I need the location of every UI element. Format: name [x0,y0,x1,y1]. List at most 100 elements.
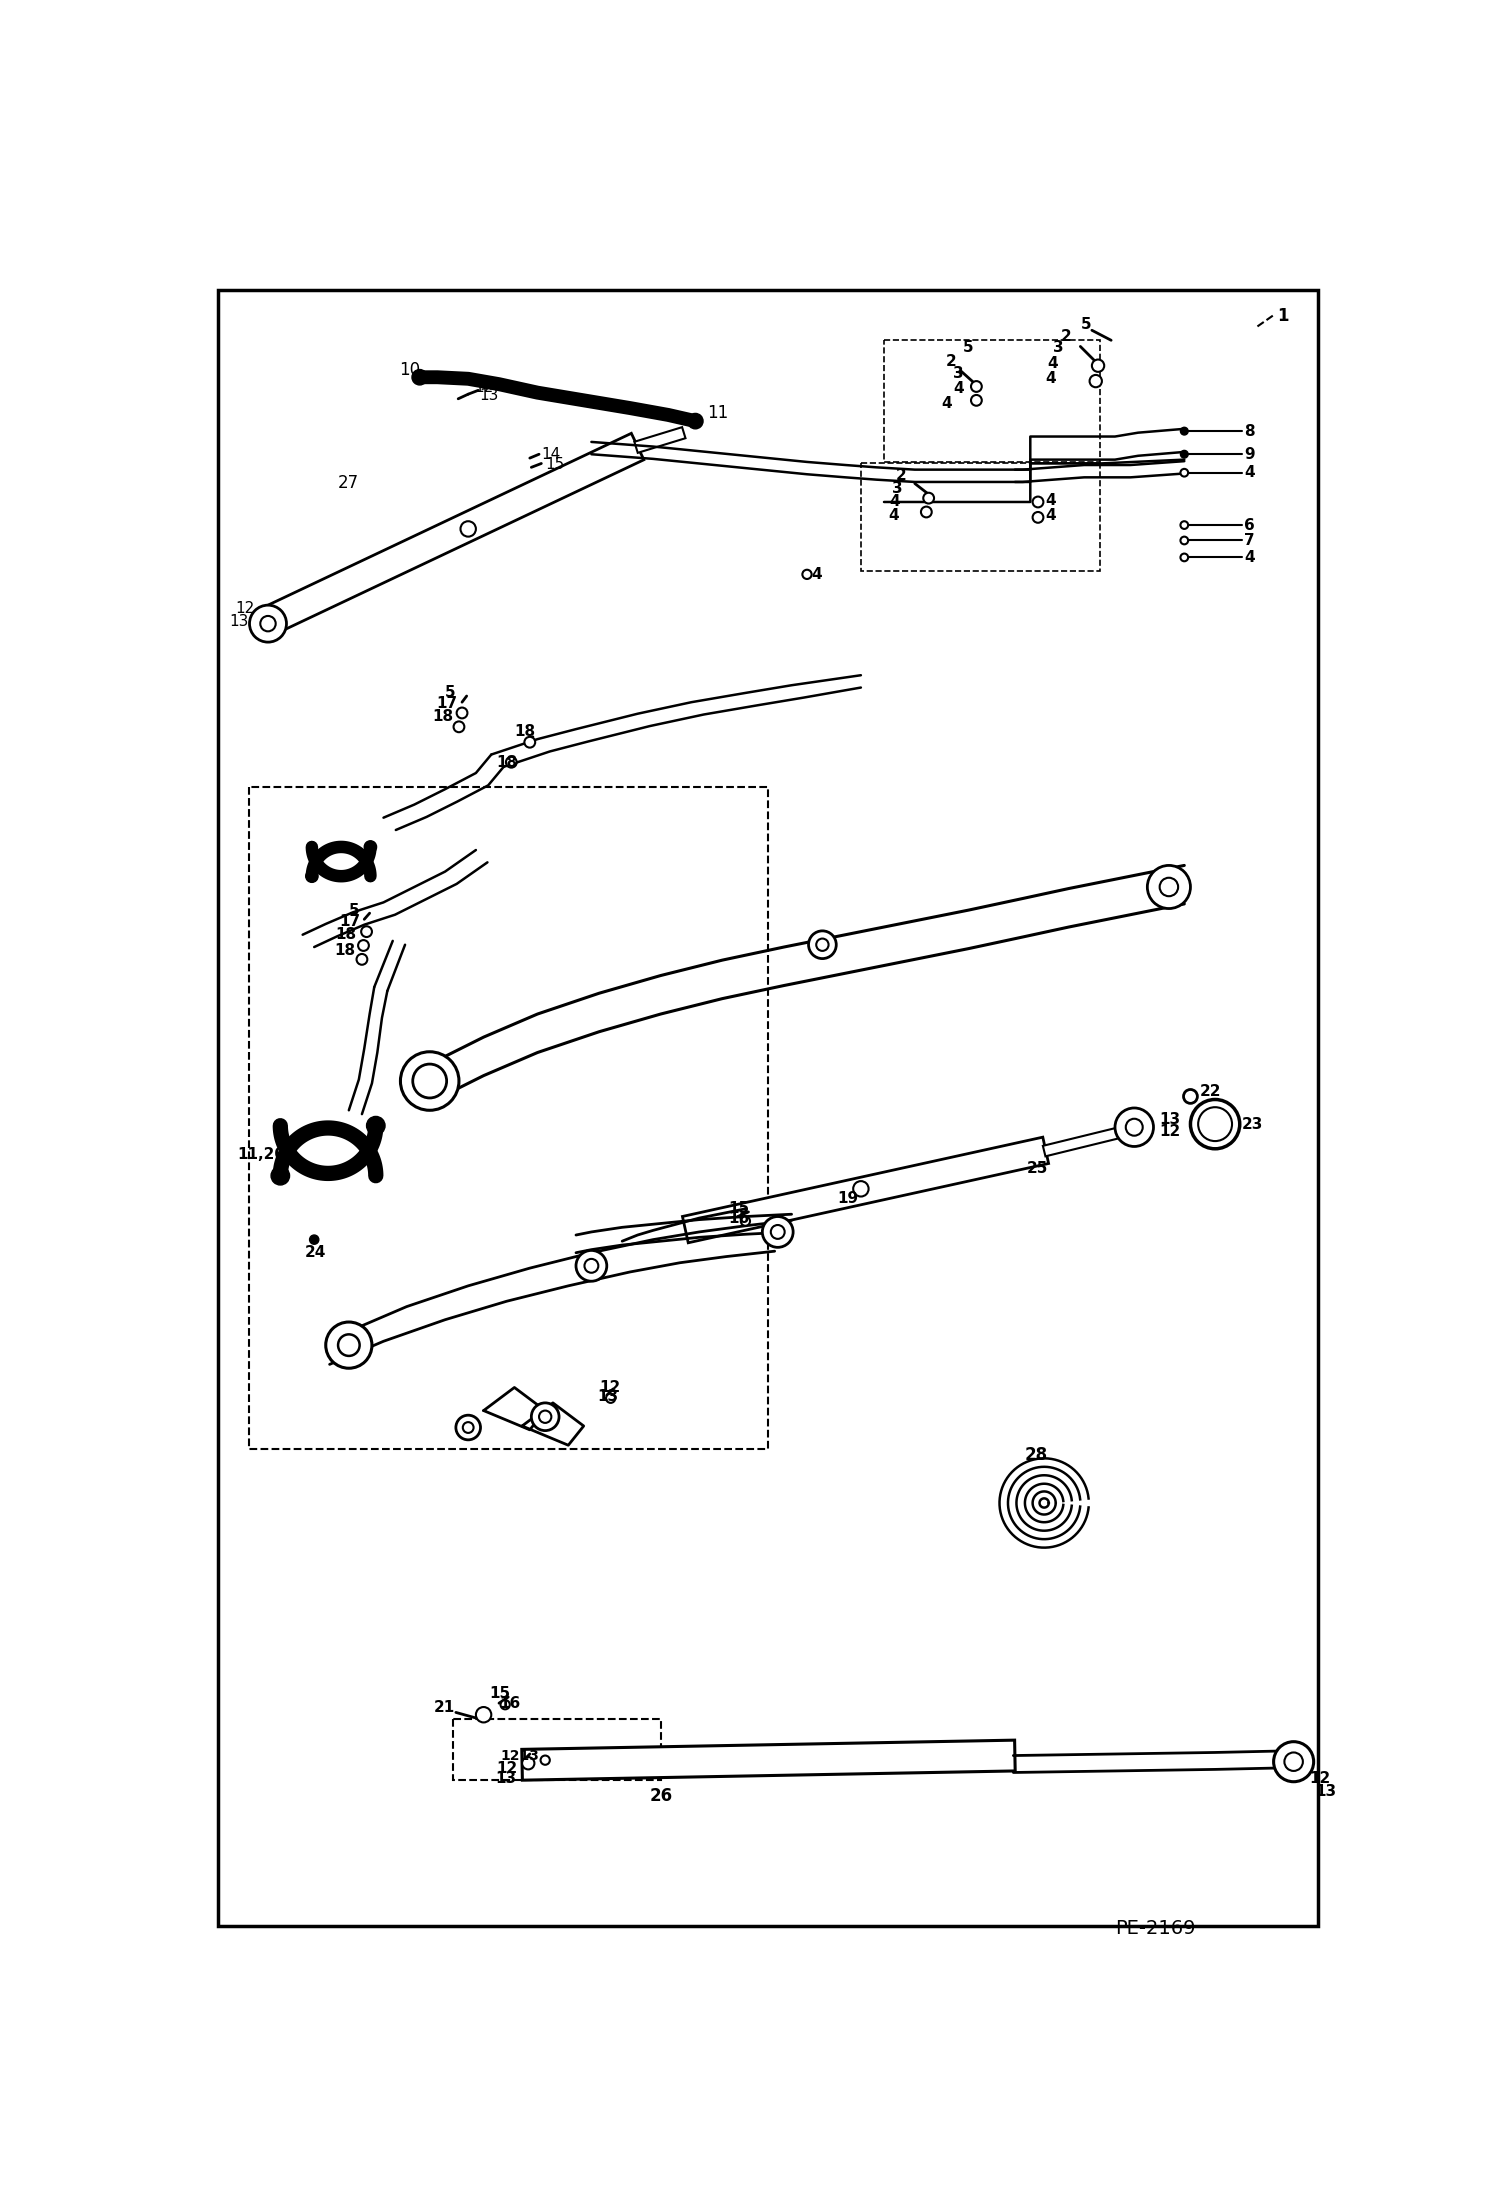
Text: 6: 6 [1245,518,1255,533]
Circle shape [1180,538,1188,544]
Text: 25: 25 [1026,1161,1047,1176]
Circle shape [762,1215,792,1248]
Text: 7: 7 [1245,533,1255,548]
Circle shape [1032,511,1044,522]
Text: 3: 3 [891,480,902,496]
Circle shape [923,494,935,502]
Text: 28: 28 [1025,1446,1047,1463]
Text: 2: 2 [1061,329,1073,344]
Circle shape [310,1235,319,1244]
Text: 18: 18 [336,928,357,941]
Text: 12: 12 [1159,1123,1180,1139]
Text: 4: 4 [953,380,963,395]
Circle shape [688,412,703,428]
Text: 13: 13 [1159,1112,1180,1128]
Text: 13: 13 [479,388,499,404]
Text: 2: 2 [945,353,956,369]
Text: 4: 4 [812,566,822,581]
Text: 4: 4 [942,395,953,410]
Text: 23: 23 [1242,1117,1263,1132]
Circle shape [921,507,932,518]
Circle shape [541,1755,550,1764]
Circle shape [971,382,981,393]
Text: 4: 4 [1047,355,1058,371]
Circle shape [1159,878,1177,895]
Circle shape [971,395,981,406]
Circle shape [455,1415,481,1439]
Text: 12: 12 [599,1380,620,1395]
Circle shape [1092,360,1104,371]
Text: 12: 12 [475,380,494,395]
Text: 4: 4 [1245,551,1255,564]
Text: 24: 24 [306,1246,327,1259]
Text: 5: 5 [349,902,360,917]
Text: 12: 12 [496,1762,517,1777]
Text: 8: 8 [1245,423,1255,439]
Circle shape [500,1700,509,1709]
Text: 15: 15 [545,456,565,472]
Circle shape [1115,1108,1153,1147]
Text: 13: 13 [229,614,249,630]
Circle shape [454,722,464,733]
Circle shape [1032,496,1044,507]
Text: 18: 18 [496,755,517,770]
Text: 3: 3 [953,366,963,382]
Text: 16: 16 [499,1696,520,1711]
FancyBboxPatch shape [217,290,1318,1926]
Text: 1213: 1213 [500,1749,539,1762]
Text: 16: 16 [728,1211,749,1226]
Text: 15: 15 [490,1687,511,1700]
Text: 9: 9 [1245,448,1255,461]
Circle shape [1126,1119,1143,1136]
Circle shape [854,1180,869,1196]
Text: PE-2169: PE-2169 [1115,1918,1195,1937]
Text: 14: 14 [541,448,560,461]
Text: 17: 17 [436,695,457,711]
Text: 22: 22 [1200,1084,1221,1099]
Circle shape [532,1402,559,1430]
Circle shape [816,939,828,950]
Text: 17: 17 [339,915,360,928]
Text: 12: 12 [1309,1771,1330,1786]
Text: 1: 1 [1276,307,1288,325]
Circle shape [539,1411,551,1424]
Text: 21: 21 [433,1700,455,1716]
Circle shape [476,1707,491,1722]
Circle shape [339,1334,360,1356]
Circle shape [413,1064,446,1097]
Circle shape [1180,428,1188,434]
Text: 4: 4 [1046,371,1056,386]
Text: 4: 4 [888,509,899,524]
Circle shape [1180,553,1188,562]
Text: 11: 11 [707,404,728,421]
Circle shape [742,1215,750,1226]
Circle shape [1089,375,1103,388]
Polygon shape [683,1136,1049,1242]
Circle shape [412,369,427,384]
Polygon shape [521,1740,1016,1779]
Polygon shape [262,432,644,634]
Circle shape [357,954,367,965]
Circle shape [524,737,535,748]
Text: 2: 2 [896,467,906,483]
Text: 11,20: 11,20 [237,1147,285,1163]
Circle shape [584,1259,598,1273]
Text: 12: 12 [235,601,255,617]
Text: 13: 13 [496,1771,517,1786]
Text: 10: 10 [398,360,419,380]
Circle shape [523,1757,535,1768]
Circle shape [1191,1099,1240,1150]
Text: 5: 5 [1080,318,1091,331]
Circle shape [577,1251,607,1281]
Circle shape [364,840,376,853]
Circle shape [400,1051,458,1110]
Circle shape [607,1393,616,1402]
Circle shape [361,926,372,937]
Text: 5: 5 [963,340,974,355]
Circle shape [1183,1090,1197,1104]
Circle shape [463,1422,473,1433]
Circle shape [1273,1742,1314,1782]
Circle shape [261,617,276,632]
Circle shape [325,1323,372,1369]
Text: 18: 18 [514,724,535,739]
